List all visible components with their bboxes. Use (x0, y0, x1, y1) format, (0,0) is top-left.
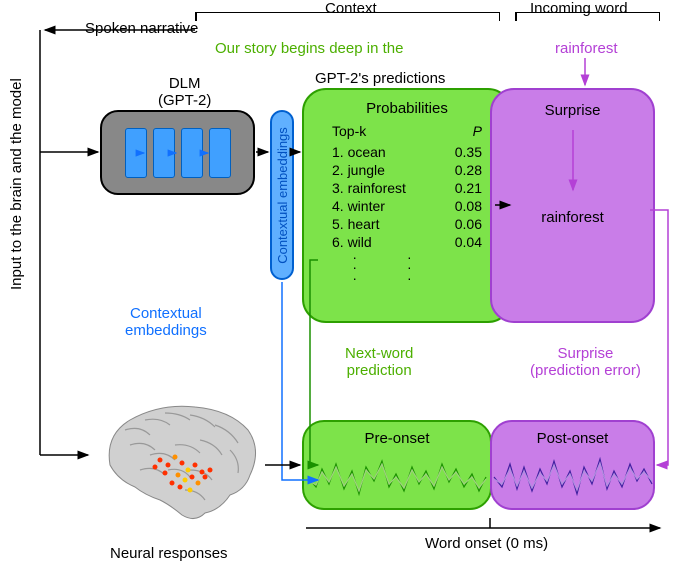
probabilities-title: Probabilities (322, 100, 492, 117)
dlm-line1: DLM (169, 75, 201, 92)
surprise-error-label: Surprise (prediction error) (530, 345, 641, 379)
probability-word: 4. winter (332, 198, 385, 214)
dlm-title: DLM (GPT-2) (158, 75, 211, 109)
probability-row: 3. rainforest 0.21 (322, 179, 492, 197)
probability-word: 5. heart (332, 216, 379, 232)
probability-row: 1. ocean 0.35 (322, 143, 492, 161)
side-input-label: Input to the brain and the model (8, 78, 25, 290)
gpt2-predictions-title: GPT-2's predictions (315, 70, 445, 87)
contextual-embeddings-pill: Contextual embeddings (270, 110, 294, 280)
post-onset-panel: Post-onset (490, 420, 655, 510)
dlm-block (153, 128, 175, 178)
nextword-prediction-label: Next-word prediction (345, 345, 413, 379)
post-onset-label: Post-onset (492, 430, 653, 447)
context-label: Context (325, 0, 377, 17)
probabilities-panel: Probabilities Top-k P 1. ocean0.352. jun… (302, 88, 512, 323)
probabilities-header: Top-k P (322, 123, 492, 139)
dlm-block (209, 128, 231, 178)
ctx-pill-text: Contextual embeddings (275, 127, 290, 264)
dlm-block (181, 128, 203, 178)
probability-word: 6. wild (332, 234, 372, 250)
probabilities-ellipsis: ·· (322, 274, 492, 282)
probability-row: 2. jungle 0.28 (322, 161, 492, 179)
probability-value: 0.08 (455, 198, 482, 214)
probability-row: 4. winter 0.08 (322, 197, 492, 215)
surprise-title: Surprise (492, 102, 653, 119)
probability-word: 3. rainforest (332, 180, 406, 196)
word-onset-label: Word onset (0 ms) (425, 535, 548, 552)
surprise-result: rainforest (492, 209, 653, 226)
incoming-word-text: rainforest (555, 40, 618, 57)
brain-image (90, 395, 270, 525)
neural-responses-label: Neural responses (110, 545, 228, 562)
col-p: P (473, 123, 482, 139)
probability-value: 0.28 (455, 162, 482, 178)
probability-value: 0.21 (455, 180, 482, 196)
pre-onset-label: Pre-onset (304, 430, 490, 447)
probability-row: 5. heart 0.06 (322, 215, 492, 233)
col-topk: Top-k (332, 123, 366, 139)
dlm-line2: (GPT-2) (158, 92, 211, 109)
dlm-block (125, 128, 147, 178)
context-text: Our story begins deep in the (215, 40, 403, 57)
probability-value: 0.04 (455, 234, 482, 250)
pre-onset-panel: Pre-onset (302, 420, 492, 510)
surprise-panel: Surprise rainforest (490, 88, 655, 323)
probability-word: 1. ocean (332, 144, 386, 160)
dlm-box (100, 110, 255, 195)
spoken-narrative-label: Spoken narrative (85, 20, 198, 37)
probability-value: 0.06 (455, 216, 482, 232)
contextual-embeddings-label: Contextual embeddings (125, 305, 207, 339)
probability-word: 2. jungle (332, 162, 385, 178)
probability-value: 0.35 (455, 144, 482, 160)
incoming-word-label: Incoming word (530, 0, 628, 17)
